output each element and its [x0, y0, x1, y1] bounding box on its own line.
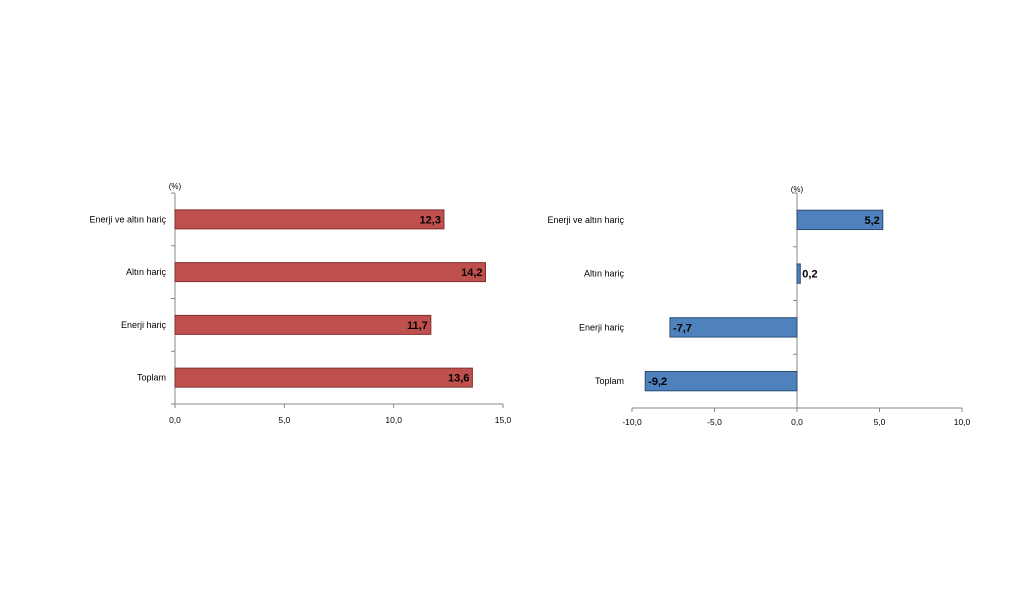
- tick-label: 10,0: [954, 417, 971, 427]
- data-label: 11,7: [407, 320, 428, 332]
- tick-label: 10,0: [385, 415, 402, 425]
- data-label: 5,2: [865, 215, 880, 227]
- bar: [669, 317, 798, 338]
- bar: [796, 263, 801, 284]
- tick-label: 0,0: [791, 417, 803, 427]
- data-label: 12,3: [420, 214, 441, 226]
- category-label: Enerji ve altın hariç: [547, 215, 624, 225]
- bar: [174, 367, 473, 388]
- category-label: Altın hariç: [584, 269, 625, 279]
- data-label: -9,2: [648, 376, 667, 388]
- category-label: Enerji hariç: [579, 322, 625, 332]
- tick-label: 15,0: [495, 415, 512, 425]
- data-label: 13,6: [448, 373, 469, 385]
- category-label: Toplam: [137, 373, 166, 383]
- data-label: 14,2: [461, 267, 482, 279]
- right-bar-chart: (%) -10,0 -5,0 0,0 5,0 10,0 Enerji ve altın ha…: [547, 185, 970, 427]
- bar: [174, 209, 445, 230]
- data-label: -7,7: [673, 322, 692, 334]
- tick-label: 5,0: [874, 417, 886, 427]
- category-label: Altın hariç: [126, 267, 167, 277]
- bar: [796, 209, 884, 231]
- bar: [174, 314, 432, 335]
- unit-label: (%): [169, 182, 182, 191]
- tick-label: 0,0: [169, 415, 181, 425]
- left-bar-chart: (%) 0,0 5,0 10,0 15,0 Enerji ve altın hariç 12…: [89, 182, 511, 425]
- tick-label: -5,0: [707, 417, 722, 427]
- data-label: 0,2: [802, 269, 817, 281]
- bar: [644, 370, 798, 392]
- tick-label: -10,0: [622, 417, 642, 427]
- bar: [174, 262, 487, 283]
- unit-label: (%): [791, 185, 804, 194]
- tick-label: 5,0: [278, 415, 290, 425]
- category-label: Enerji ve altın hariç: [89, 214, 166, 224]
- category-label: Enerji hariç: [121, 320, 167, 330]
- category-label: Toplam: [595, 376, 624, 386]
